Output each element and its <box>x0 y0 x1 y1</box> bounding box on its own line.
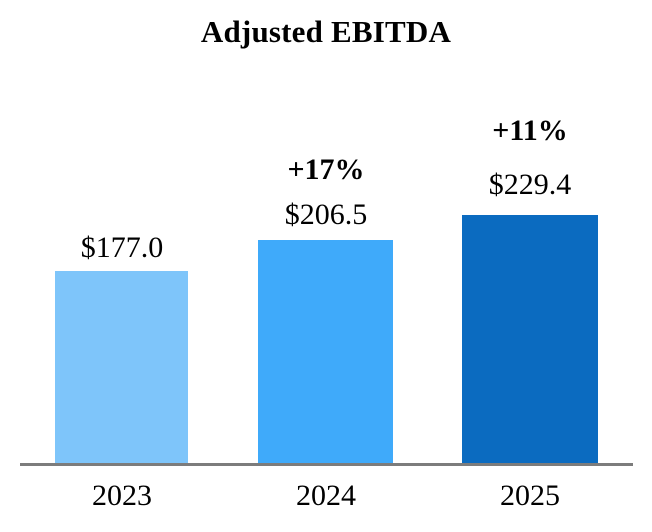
x-axis-label-2023: 2023 <box>92 479 152 512</box>
value-label-2025: $229.4 <box>488 168 572 201</box>
growth-label-2024: +17% <box>287 153 365 186</box>
value-label-2023: $177.0 <box>80 231 164 264</box>
x-axis-label-2024: 2024 <box>296 479 356 512</box>
x-axis-line <box>20 463 633 466</box>
bar-2025 <box>462 215 598 463</box>
chart-title: Adjusted EBITDA <box>200 14 452 49</box>
growth-label-2025: +11% <box>492 114 568 147</box>
bar-2024 <box>258 240 393 463</box>
x-axis-label-2025: 2025 <box>500 479 560 512</box>
value-label-2024: $206.5 <box>284 198 368 231</box>
bar-2023 <box>55 271 188 463</box>
